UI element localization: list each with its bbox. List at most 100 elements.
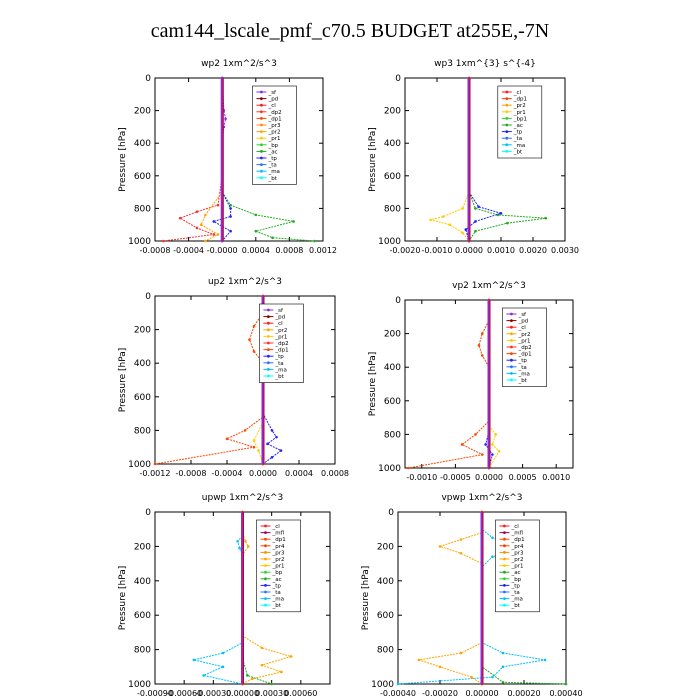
series-point [480,332,484,335]
series-point [543,658,547,662]
series-point [280,670,283,674]
y-axis-label: Pressure [hPa] [368,127,378,192]
x-tick-label: 0.0020 [519,246,547,255]
legend-marker [264,531,267,534]
legend-entry: _pr1 [513,110,526,116]
series-point [491,443,494,446]
legend-entry: _pr2 [272,557,285,563]
series-point [491,675,494,679]
series-point [236,539,239,543]
y-tick-label: 600 [377,611,394,621]
x-tick-label: 0.0012 [309,246,337,255]
series-point [204,213,207,217]
x-tick-label: 0.0000 [455,246,483,255]
legend-entry: _mfl [510,531,523,537]
chart-panel-2: wp3 1xm^{3} s^{-4} Pressure [hPa] 0 200 400 6… [368,59,579,255]
legend-entry: _bp1 [513,116,527,122]
legend-marker [264,544,267,548]
series-point [461,231,464,235]
series-point [204,239,207,243]
legend-marker [267,361,270,365]
legend-entry: _pr2 [510,557,523,563]
legend-marker [264,564,267,567]
legend-entry: _ma [510,597,522,603]
series-point [244,539,247,543]
series-point [407,466,410,470]
legend-entry: _ta [510,590,519,596]
legend-marker [503,557,506,561]
y-tick-label: 0 [145,292,151,302]
legend-entry: _bp [272,570,283,576]
legend-entry: _bp [510,577,521,583]
legend-marker [264,577,267,581]
legend-marker [267,308,270,312]
legend-entry: _ma [274,367,286,373]
series-point [254,229,258,233]
series-point [238,546,241,550]
panel-title: wp3 1xm^{3} s^{-4} [434,59,536,69]
series-point [459,538,463,541]
legend-marker [503,577,506,581]
x-tick-label: -0.0000 [207,246,238,255]
legend-marker [264,557,267,561]
legend-entry: _ta [274,361,283,367]
y-tick-label: 400 [384,363,401,373]
y-tick-label: 1000 [128,680,151,690]
x-tick-label: 0.0005 [509,473,537,482]
legend-entry: _bt [272,603,282,609]
legend-entry: _ac [513,123,523,129]
series-point [271,236,274,240]
legend-entry: _tp [267,156,277,162]
series-point [480,453,484,456]
series-line-pr2 [242,512,293,685]
series-point [506,221,509,225]
series-point [270,455,274,459]
legend-entry: _dp2 [517,345,531,351]
legend-marker [510,325,513,329]
legend-entry: _cl [510,524,519,530]
legend-marker [260,156,263,160]
legend-entry: _pr2 [517,332,530,338]
legend-marker [503,597,506,600]
legend-entry: _bt [510,603,520,609]
series-point [477,205,480,209]
x-tick-label: 0.0008 [275,246,303,255]
legend-entry: _tp [517,358,527,364]
legend-entry: _bt [267,176,277,182]
legend-entry: _ta [513,136,522,142]
legend-entry: _bt [517,378,527,384]
legend-entry: _sf [517,312,527,318]
x-tick-label: -0.0008 [176,469,207,478]
legend-entry: _tp [510,583,520,589]
legend-marker [503,603,506,607]
legend-entry: _pr1 [517,338,530,344]
series-point [474,220,477,223]
legend-entry: _bp [267,143,278,149]
legend-entry: _cl [267,103,276,109]
series-point [212,220,216,223]
series-point [279,449,283,452]
x-tick-label: 0.0010 [487,246,515,255]
legend-marker [264,590,267,594]
series-point [461,207,464,210]
series-point [474,229,477,233]
legend-marker [505,143,509,147]
series-point [544,216,548,220]
legend-marker [267,341,270,345]
legend-entry: _pr4 [510,544,524,550]
y-tick-label: 400 [134,139,151,149]
legend-entry: _cl [517,325,526,331]
legend-marker [503,531,506,534]
series-point [195,210,199,213]
series-point [270,429,274,432]
series-point [484,443,487,446]
x-tick-label: 0.00000 [226,689,259,698]
y-axis-label: Pressure [hPa] [361,566,371,631]
series-point [225,437,229,441]
legend-marker [505,123,509,127]
y-tick-label: 0 [395,296,401,306]
chart-panel-3: up2 1xm^2/s^3 Pressure [hPa] 0 200 400 600 800… [118,277,349,478]
legend-entry: _dp1 [267,116,281,122]
legend-marker [264,597,267,600]
